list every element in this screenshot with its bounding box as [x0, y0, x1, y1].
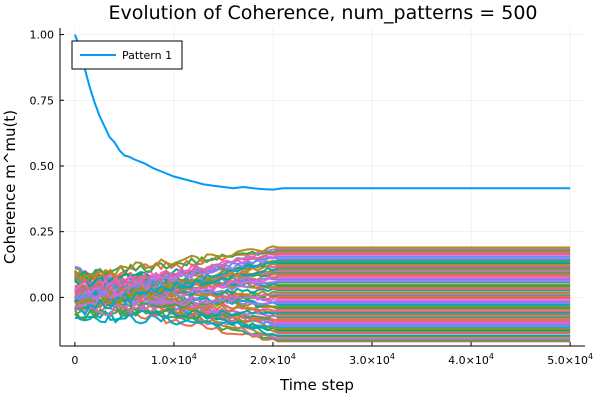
y-axis-label: Coherence m^mu(t) [1, 110, 19, 264]
y-tick-label-4: 1.00 [30, 29, 55, 42]
x-axis-label: Time step [279, 376, 354, 394]
y-tick-label-0: 0.00 [30, 291, 55, 304]
background-series-line-52 [74, 259, 571, 317]
background-series-line-19 [74, 309, 571, 322]
y-tick-label-1: 0.25 [30, 226, 55, 239]
background-series-line-60 [74, 245, 571, 283]
legend-label-pattern-1: Pattern 1 [122, 49, 172, 62]
y-tick-label-3: 0.75 [30, 94, 55, 107]
y-tick-labels: 0.00 0.25 0.50 0.75 1.00 [30, 29, 55, 305]
x-tick-labels: 0 1.0×104 2.0×104 3.0×104 4.0×104 5.0×104 [71, 352, 593, 367]
x-tick-label-5: 5.0×104 [547, 352, 593, 367]
x-tick-label-2: 2.0×104 [250, 352, 296, 367]
legend: Pattern 1 [71, 40, 183, 70]
chart-title: Evolution of Coherence, num_patterns = 5… [108, 2, 537, 24]
background-series-line-48 [74, 264, 571, 290]
x-tick-label-1: 1.0×104 [151, 352, 197, 367]
x-tick-label-0: 0 [71, 354, 78, 367]
y-tick-label-2: 0.50 [30, 160, 55, 173]
axes [59, 28, 585, 347]
main-series [73, 34, 571, 191]
x-tick-label-3: 3.0×104 [349, 352, 395, 367]
background-series-line-31 [74, 293, 571, 316]
x-tick-label-4: 4.0×104 [448, 352, 494, 367]
background-series-line-32 [74, 288, 571, 303]
background-series [73, 245, 571, 343]
series-line-pattern-1 [73, 34, 571, 191]
background-series-line-59 [74, 247, 571, 308]
